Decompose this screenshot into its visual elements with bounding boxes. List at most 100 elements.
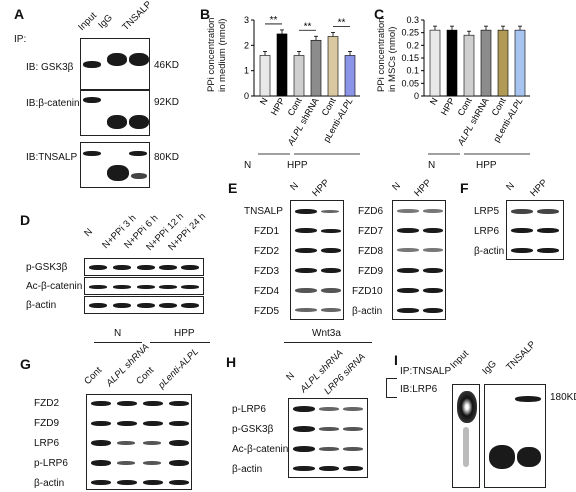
panel-g-lane-cont: Cont — [82, 365, 105, 387]
panel-a-kd-46: 46KD — [154, 60, 180, 71]
panel-i-blot-input — [452, 384, 480, 488]
panel-g-row-lrp6: LRP6 — [34, 438, 60, 449]
panel-c-category-label: N — [428, 96, 440, 107]
panel-c-category-label: HPP — [439, 96, 457, 117]
panel-g-letter: G — [20, 356, 31, 372]
panel-i-ip-label: IP:TNSALP — [400, 366, 452, 377]
panel-g-row-fzd9: FZD9 — [34, 418, 59, 429]
panel-b-bar — [259, 55, 271, 97]
panel-i-bracket — [386, 378, 397, 398]
panel-e-row-fzd5: FZD5 — [254, 306, 279, 317]
panel-b-ytick-label: 2 — [244, 40, 249, 50]
panel-e-row-fzd4: FZD4 — [254, 286, 279, 297]
panel-e-lane-hpp-2: HPP — [412, 177, 434, 199]
panel-b-bar — [310, 39, 322, 97]
panel-g-blot — [86, 394, 192, 490]
panel-c-group-hpp: HPP — [476, 160, 497, 171]
panel-e-lane-n-2: N — [390, 180, 403, 193]
panel-e-lane-n: N — [288, 180, 301, 193]
panel-f-row-bactin: β-actin — [474, 246, 505, 257]
panel-h-wnt3a-line — [284, 342, 372, 343]
panel-b-bar — [344, 55, 356, 97]
panel-h-group-wnt3a: Wnt3a — [312, 328, 341, 339]
panel-h-row-acbcat: Ac-β-catenin — [232, 444, 289, 455]
panel-b-sig-mark: ** — [338, 17, 346, 28]
panel-e-lane-hpp: HPP — [310, 177, 332, 199]
panel-i-lane-input: Input — [448, 348, 471, 371]
panel-f-row-lrp6: LRP6 — [474, 226, 500, 237]
panel-g-group-hpp: HPP — [174, 328, 195, 339]
panel-c-ytick-label: 0.1 — [406, 66, 419, 76]
panel-a-ib-bcatenin: IB:β-catenin — [26, 98, 80, 109]
panel-b-letter: B — [200, 6, 211, 22]
panel-g-row-fzd2: FZD2 — [34, 398, 59, 409]
panel-e-row-fzd9: FZD9 — [358, 266, 383, 277]
panel-b-category-label: N — [258, 96, 270, 107]
panel-d-blot-bactin — [84, 296, 204, 314]
panel-b-bar — [327, 36, 339, 97]
panel-e-row-fzd2: FZD2 — [254, 246, 279, 257]
panel-d-row-bactin: β-actin — [26, 300, 57, 311]
panel-a-lane-igg: IgG — [96, 12, 115, 31]
panel-a-blot-tnsalp — [80, 142, 150, 188]
panel-c-ytick-label: 0.3 — [406, 15, 419, 25]
panel-e-row-fzd6: FZD6 — [358, 206, 383, 217]
panel-b-ytick-label: 0 — [244, 91, 249, 101]
panel-e-row-fzd8: FZD8 — [358, 246, 383, 257]
panel-b-category-label: HPP — [269, 96, 287, 117]
panel-e-blot-left — [290, 200, 344, 320]
panel-c-ytick-label: 0.05 — [401, 78, 419, 88]
panel-h-letter: H — [226, 354, 237, 370]
panel-a-lane-input: Input — [76, 10, 99, 33]
panel-a-blot-bcatenin — [80, 90, 150, 136]
panel-c-ytick-label: 0 — [414, 91, 419, 101]
panel-a-ib-gsk3b: IB: GSK3β — [26, 62, 74, 73]
panel-c-bar — [497, 29, 509, 97]
panel-a-kd-92: 92KD — [154, 97, 180, 108]
panel-g-lane-plenti: pLenti-ALPL — [156, 346, 201, 391]
panel-i-kd: 180KD — [550, 392, 576, 403]
panel-d-blot-acbcat — [84, 277, 204, 295]
panel-f-letter: F — [460, 180, 469, 196]
panel-i-lane-igg: IgG — [480, 358, 499, 377]
panel-g-row-plrp6: p-LRP6 — [34, 458, 68, 469]
panel-c-bar — [463, 34, 475, 97]
panel-c-ytick-label: 0.2 — [406, 40, 419, 50]
panel-f-lane-hpp: HPP — [528, 177, 550, 199]
panel-d-row-acbcat: Ac-β-catenin — [26, 281, 83, 292]
panel-b-sig-mark: ** — [304, 21, 312, 32]
panel-a-ib-tnsalp: IB:TNSALP — [26, 152, 78, 163]
panel-i-blot-ip — [484, 384, 546, 488]
panel-f-blot — [506, 200, 564, 260]
panel-e-row-fzd3: FZD3 — [254, 266, 279, 277]
panel-b-bar — [293, 55, 305, 97]
panel-b-bar — [276, 33, 288, 97]
panel-d-blot-pgsk3b — [84, 258, 204, 276]
panel-e-row-fzd1: FZD1 — [254, 226, 279, 237]
panel-c-group-n: N — [428, 160, 436, 171]
panel-h-row-pgsk3b: p-GSK3β — [232, 424, 274, 435]
panel-g-lane-cont-2: Cont — [134, 365, 157, 387]
panel-i-letter: I — [394, 352, 398, 368]
panel-b-ytick-label: 1 — [244, 66, 249, 76]
panel-a-ip-label: IP: — [14, 34, 27, 45]
panel-i-ib-label: IB:LRP6 — [400, 384, 438, 395]
panel-e-row-bactin: β-actin — [352, 306, 383, 317]
panel-b-group-hpp: HPP — [287, 160, 308, 171]
panel-b-ytick-label: 3 — [244, 15, 249, 25]
panel-h-lane-n: N — [284, 370, 297, 383]
panel-a-kd-80: 80KD — [154, 152, 180, 163]
panel-g-row-bactin: β-actin — [34, 478, 65, 489]
panel-e-letter: E — [228, 180, 238, 196]
panel-c-bar — [446, 29, 458, 97]
panel-d-lane-0: N — [82, 226, 95, 239]
panel-a-letter: A — [14, 6, 25, 22]
panel-h-row-bactin: β-actin — [232, 464, 263, 475]
panel-e-row-tnsalp: TNSALP — [244, 206, 283, 217]
panel-g-hpp-line — [150, 342, 210, 343]
panel-c-bar — [480, 29, 492, 97]
panel-c-ytick-label: 0.25 — [401, 28, 419, 38]
panel-h-row-plrp6: p-LRP6 — [232, 404, 266, 415]
panel-e-blot-right — [392, 200, 446, 320]
